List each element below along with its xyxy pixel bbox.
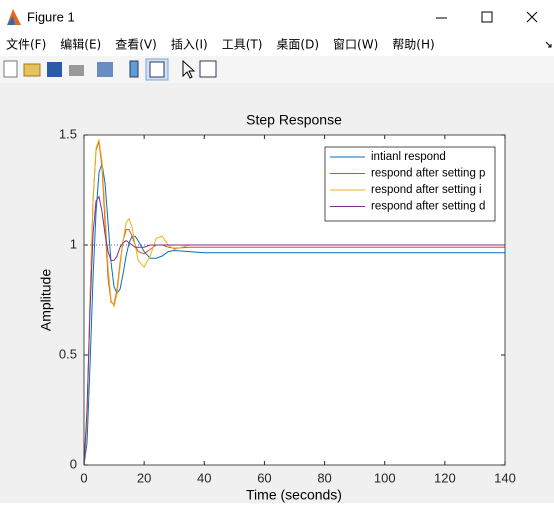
maximize-button[interactable] [481, 11, 493, 23]
menu-item[interactable]: 文件(F) [6, 37, 46, 52]
y-tick-label: 0.5 [59, 346, 77, 361]
y-axis-label: Amplitude [38, 269, 54, 331]
series-line [83, 195, 505, 466]
menu-item[interactable]: 工具(T) [222, 38, 263, 52]
x-tick-label: 60 [257, 470, 271, 485]
legend-icon-inner [149, 61, 165, 78]
y-tick-label: 1.5 [59, 126, 77, 141]
link-icon[interactable] [97, 62, 113, 77]
window-title: Figure 1 [27, 9, 75, 24]
menu-bar [0, 33, 554, 56]
print-icon[interactable] [69, 65, 84, 76]
new-icon[interactable] [3, 60, 18, 78]
app-icon-part [7, 16, 15, 25]
x-tick-label: 0 [80, 470, 87, 485]
legend-label: respond after setting d [371, 201, 485, 213]
x-tick-label: 140 [494, 470, 516, 485]
menu-arrow[interactable] [545, 41, 552, 48]
menu-item[interactable]: 帮助(H) [392, 38, 434, 52]
axes-box [83, 134, 506, 466]
x-axis-label: Time (seconds) [246, 487, 342, 503]
legend-label: intianl respond [371, 151, 446, 163]
menu-item[interactable]: 桌面(D) [276, 38, 319, 52]
plot: 0 20 40 60 80 100 120 140 0 0.5 1 1.5 [59, 126, 516, 485]
legend: intianl respond respond after setting p re… [324, 146, 496, 222]
legend-label: respond after setting i [371, 184, 482, 196]
chart-title: Step Response [246, 112, 342, 128]
save-icon[interactable] [47, 62, 62, 77]
y-tick-label: 1 [70, 236, 77, 251]
title-bar [0, 0, 554, 33]
x-tick-label: 80 [317, 470, 331, 485]
close-button[interactable] [526, 11, 538, 23]
menu-items: 文件(F) 编辑(E) 查看(V) 插入(I) 工具(T) 桌面(D) 窗口(W) 帮助(H) [6, 37, 435, 52]
x-tick-label: 100 [374, 470, 396, 485]
menu-item[interactable]: 插入(I) [171, 38, 208, 52]
colorbar-icon[interactable] [129, 60, 139, 78]
x-tick-label: 40 [197, 470, 211, 485]
pointer-icon[interactable] [182, 59, 196, 79]
y-tick-label: 0 [70, 456, 77, 471]
x-tick-label: 20 [137, 470, 151, 485]
legend-box [324, 146, 496, 222]
menu-item[interactable]: 查看(V) [115, 38, 157, 52]
menu-item[interactable]: 窗口(W) [333, 38, 378, 52]
x-tick-label: 120 [434, 470, 456, 485]
legend-label: respond after setting p [371, 168, 485, 180]
toolbar [0, 56, 554, 83]
menu-item[interactable]: 编辑(E) [60, 37, 101, 52]
property-icon[interactable] [199, 60, 217, 78]
open-icon[interactable] [23, 63, 41, 77]
toolbar-bg [0, 56, 554, 83]
